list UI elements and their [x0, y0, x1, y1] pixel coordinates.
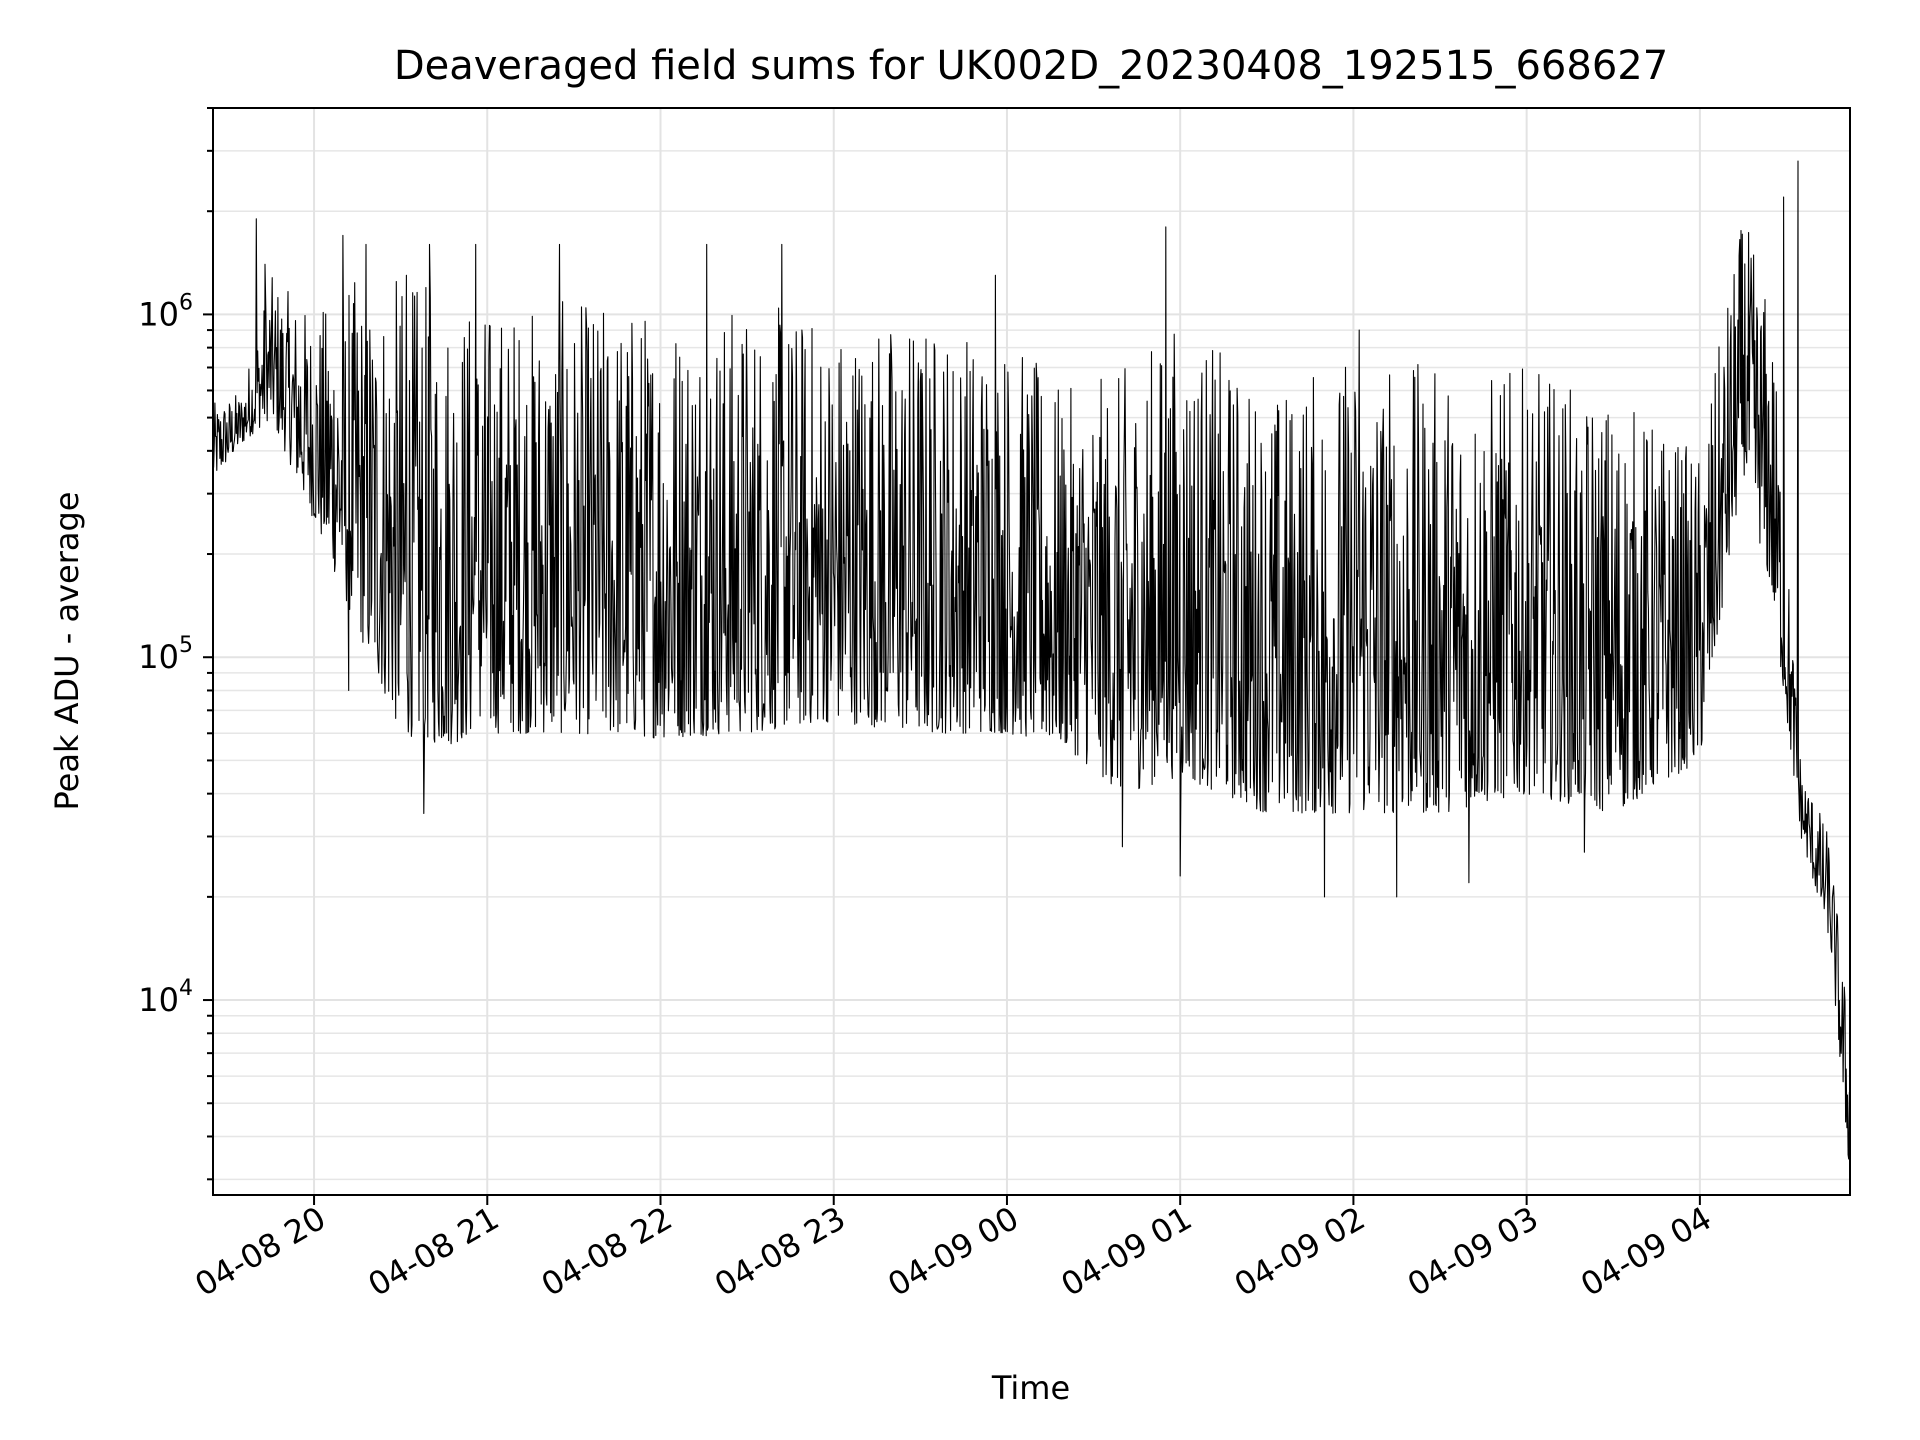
- y-axis-label: Peak ADU - average: [48, 492, 86, 811]
- plot-frame: [212, 107, 1851, 1196]
- x-tick-label: 04-08 22: [535, 1199, 679, 1304]
- x-tick-label: 04-08 21: [362, 1199, 506, 1304]
- x-tick-label: 04-09 01: [1055, 1199, 1199, 1304]
- data-series: [212, 160, 1851, 1180]
- x-tick-label: 04-09 04: [1574, 1199, 1718, 1304]
- x-tick-label: 04-08 20: [188, 1199, 332, 1304]
- x-tick-label: 04-08 23: [708, 1199, 852, 1304]
- chart-title: Deaveraged field sums for UK002D_2023040…: [394, 43, 1668, 89]
- x-tick-label: 04-09 03: [1401, 1199, 1545, 1304]
- x-axis-label: Time: [991, 1369, 1070, 1407]
- y-tick-label: 106: [138, 290, 193, 333]
- y-tick-label: 104: [138, 976, 193, 1019]
- y-tick-label: 105: [138, 633, 193, 676]
- x-tick-label: 04-09 02: [1228, 1199, 1372, 1304]
- series-line: [212, 160, 1851, 1180]
- x-tick-label: 04-09 00: [881, 1199, 1025, 1304]
